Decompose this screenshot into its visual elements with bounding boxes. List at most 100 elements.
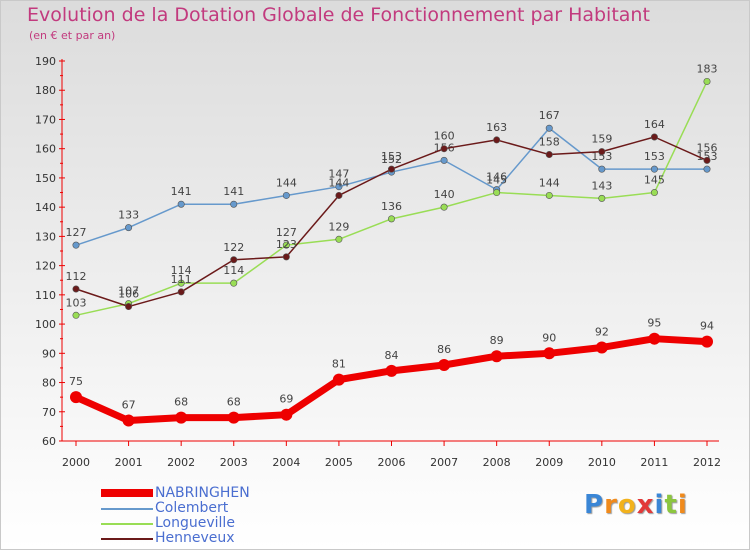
data-label-longueville: 145	[644, 174, 665, 187]
data-label-nabringhen: 68	[174, 396, 188, 409]
chart-title: Evolution de la Dotation Globale de Fonc…	[27, 4, 650, 26]
data-point-longueville	[440, 203, 448, 211]
data-label-longueville: 140	[434, 188, 455, 201]
data-point-nabringhen	[438, 359, 451, 371]
x-tick-label: 2001	[115, 456, 143, 469]
data-label-henneveux: 111	[171, 273, 192, 286]
data-point-nabringhen	[385, 364, 398, 377]
data-label-colembert: 133	[118, 209, 139, 222]
data-label-colembert: 141	[171, 185, 192, 198]
data-label-henneveux: 156	[697, 141, 718, 154]
legend-swatch-nabringhen	[101, 489, 153, 497]
data-label-longueville: 103	[66, 296, 87, 309]
x-tick-label: 2005	[325, 456, 353, 469]
data-label-nabringhen: 75	[69, 375, 83, 388]
data-point-colembert	[545, 124, 553, 132]
data-point-colembert	[72, 241, 80, 249]
data-label-colembert: 153	[644, 150, 665, 163]
data-point-henneveux	[230, 256, 238, 264]
data-label-longueville: 129	[328, 220, 349, 233]
legend-label-nabringhen: NABRINGHEN	[155, 485, 250, 501]
data-label-nabringhen: 67	[122, 399, 136, 412]
data-point-henneveux	[72, 285, 80, 293]
y-tick-label: 120	[35, 260, 56, 273]
proxiti-logo: Proxiti	[584, 490, 688, 520]
data-label-longueville: 144	[539, 176, 560, 189]
data-label-henneveux: 122	[223, 241, 244, 254]
data-point-colembert	[177, 200, 185, 208]
x-tick-label: 2006	[378, 456, 406, 469]
data-label-nabringhen: 90	[542, 331, 556, 344]
data-point-longueville	[282, 241, 290, 249]
logo-letter-2: r	[604, 490, 618, 520]
data-point-nabringhen	[648, 332, 661, 345]
x-tick-label: 2011	[640, 456, 668, 469]
data-point-nabringhen	[490, 350, 503, 363]
x-tick-label: 2007	[430, 456, 458, 469]
data-label-colembert: 146	[486, 171, 507, 184]
x-tick-label: 2003	[220, 456, 248, 469]
data-label-henneveux: 163	[486, 121, 507, 134]
data-label-nabringhen: 86	[437, 343, 451, 356]
y-tick-label: 80	[42, 377, 56, 390]
logo-letter-3: o	[617, 490, 637, 520]
data-label-nabringhen: 69	[279, 393, 293, 406]
y-tick-label: 100	[35, 318, 56, 331]
data-label-henneveux: 144	[328, 176, 349, 189]
data-point-nabringhen	[280, 408, 293, 421]
data-label-colembert: 152	[381, 153, 402, 166]
data-point-nabringhen	[122, 414, 135, 427]
data-point-longueville	[650, 189, 658, 197]
data-label-colembert: 147	[328, 168, 349, 181]
data-label-longueville: 114	[223, 264, 244, 277]
data-point-colembert	[650, 165, 658, 173]
y-tick-label: 60	[42, 435, 56, 448]
data-point-colembert	[598, 165, 606, 173]
data-label-nabringhen: 81	[332, 358, 346, 371]
logo-letter-7: i	[677, 490, 688, 520]
data-point-nabringhen	[595, 341, 608, 354]
y-tick-label: 150	[35, 172, 56, 185]
data-label-nabringhen: 94	[700, 320, 714, 333]
data-label-longueville: 107	[118, 285, 139, 298]
y-tick-label: 190	[35, 55, 56, 68]
data-point-henneveux	[440, 145, 448, 153]
data-point-longueville	[72, 311, 80, 319]
data-point-longueville	[335, 235, 343, 243]
data-point-henneveux	[387, 165, 395, 173]
data-point-colembert	[282, 191, 290, 199]
data-point-longueville	[230, 279, 238, 287]
legend-label-longueville: Longueville	[155, 515, 235, 531]
data-label-nabringhen: 89	[490, 334, 504, 347]
data-label-henneveux: 164	[644, 118, 665, 131]
data-label-longueville: 183	[697, 62, 718, 75]
data-label-colembert: 127	[66, 226, 87, 239]
y-tick-label: 70	[42, 406, 56, 419]
data-point-nabringhen	[70, 391, 82, 404]
y-tick-label: 130	[35, 230, 56, 243]
data-label-henneveux: 153	[381, 150, 402, 163]
data-label-longueville: 143	[591, 179, 612, 192]
x-tick-label: 2000	[62, 456, 90, 469]
x-tick-label: 2004	[272, 456, 300, 469]
y-tick-label: 140	[35, 201, 56, 214]
data-label-henneveux: 112	[66, 270, 87, 283]
data-point-henneveux	[177, 288, 185, 296]
data-point-henneveux	[703, 156, 711, 164]
data-label-longueville: 127	[276, 226, 297, 239]
x-tick-label: 2008	[483, 456, 511, 469]
data-point-nabringhen	[701, 335, 713, 348]
data-label-henneveux: 123	[276, 238, 297, 251]
y-tick-label: 110	[35, 289, 56, 302]
data-point-colembert	[440, 156, 448, 164]
data-label-nabringhen: 95	[647, 317, 661, 330]
logo-letter-6: t	[664, 490, 678, 520]
legend-label-colembert: Colembert	[155, 500, 229, 516]
data-point-nabringhen	[332, 373, 345, 386]
data-label-longueville: 114	[171, 264, 192, 277]
data-label-colembert: 144	[276, 176, 297, 189]
data-point-nabringhen	[543, 347, 556, 360]
legend-swatch-colembert	[101, 508, 153, 510]
data-label-colembert: 153	[591, 150, 612, 163]
